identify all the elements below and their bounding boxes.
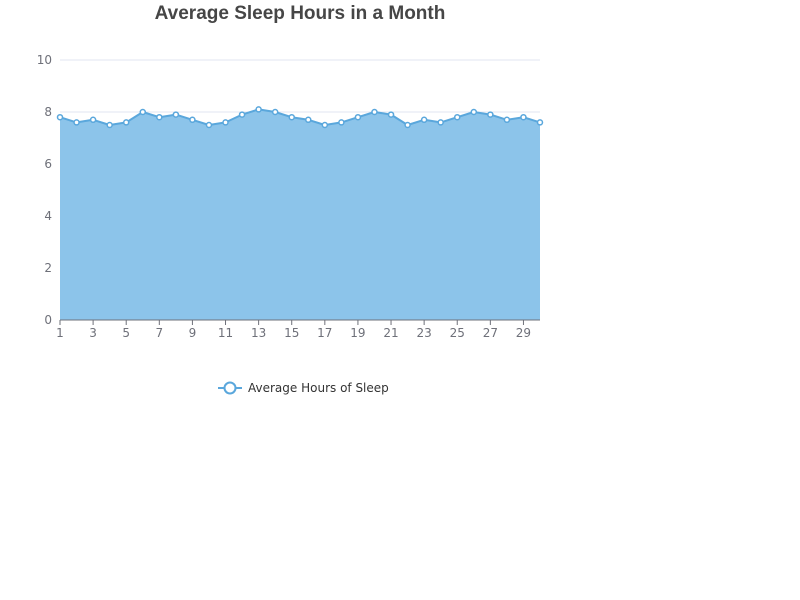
data-point [305,116,312,124]
y-tick-label: 2 [44,261,52,275]
legend[interactable]: Average Hours of Sleep [218,381,389,395]
x-tick-label: 3 [89,326,97,340]
x-tick-label: 29 [516,326,531,340]
data-point [222,119,229,126]
x-tick-label: 1 [56,326,64,340]
data-point [271,108,279,116]
data-point [106,121,113,129]
data-point [255,106,262,113]
data-point [89,116,97,124]
data-point [189,116,196,124]
data-point [122,119,130,126]
y-tick-label: 4 [44,209,52,223]
axes [59,319,540,325]
x-tick-label: 7 [155,326,163,340]
data-point [288,113,295,121]
series-area [60,109,540,321]
series-area-layer [59,108,541,321]
y-tick-label: 8 [44,105,52,119]
data-point [404,121,411,129]
data-point [321,121,329,129]
data-point [437,119,444,126]
y-tick-label: 0 [44,313,52,327]
x-tick-label: 9 [189,326,197,340]
data-point [139,108,147,116]
data-point [420,116,428,124]
y-tick-label: 6 [44,157,52,171]
data-point [520,113,527,121]
data-point [487,111,494,118]
data-point [156,113,163,121]
chart-title: Average Sleep Hours in a Month [155,3,446,24]
data-point [172,111,180,118]
x-tick-label: 11 [218,326,233,340]
x-tick-label: 23 [416,326,431,340]
data-point [387,111,395,118]
data-point [56,113,64,121]
data-point [503,116,511,124]
legend-label: Average Hours of Sleep [248,381,389,395]
data-point [371,108,378,116]
x-tick-label: 27 [483,326,498,340]
x-tick-label: 13 [251,326,266,340]
y-tick-label: 10 [37,53,52,67]
data-point [73,119,80,126]
data-point [536,119,544,126]
x-tick-label: 5 [122,326,130,340]
x-tick-label: 25 [450,326,465,340]
series-points-layer [56,106,544,129]
data-point [354,113,362,121]
data-point [338,119,345,126]
x-tick-label: 17 [317,326,332,340]
data-point [238,111,246,118]
data-point [453,113,461,121]
x-tick-label: 15 [284,326,299,340]
data-point [205,121,213,129]
legend-marker-icon [223,381,237,395]
x-tick-label: 21 [383,326,398,340]
x-tick-label: 19 [350,326,365,340]
data-point [470,108,478,116]
